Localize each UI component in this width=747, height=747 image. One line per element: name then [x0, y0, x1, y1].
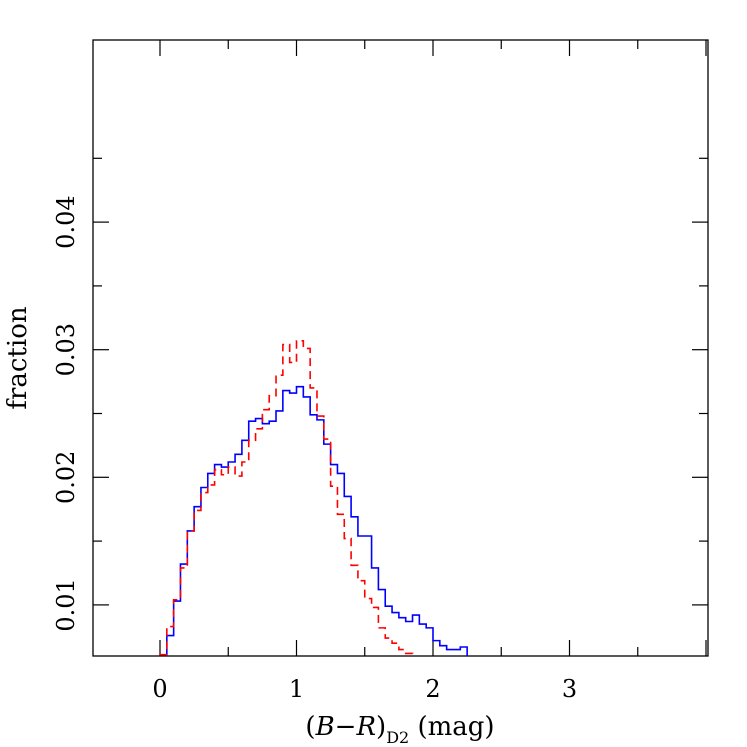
ticks-layer [93, 40, 708, 656]
histogram-dashed-series [159, 339, 414, 656]
x-axis-title-open: ( [305, 712, 315, 742]
y-axis-title: fraction [3, 306, 33, 410]
x-axis-title-close: ) [376, 712, 386, 742]
x-axis-title-subscript: D2 [386, 728, 409, 747]
x-axis-title: (B−R)D2 (mag) [305, 712, 494, 747]
x-tick-label: 0 [152, 675, 167, 703]
x-tick-label: 1 [289, 675, 304, 703]
histogram-solid-series [166, 385, 468, 656]
x-axis-title-units: (mag) [409, 712, 494, 742]
series-layer [159, 339, 468, 656]
y-tick-label: 0.03 [52, 323, 80, 376]
x-axis-title-main: B−R [315, 712, 376, 742]
y-tick-label: 0.02 [52, 451, 80, 504]
x-tick-label: 3 [562, 675, 577, 703]
tick-labels-layer: 0 1 2 3 0.01 0.02 0.03 0.04 [52, 195, 577, 703]
plot-frame [92, 39, 709, 657]
y-tick-label: 0.04 [52, 195, 80, 248]
y-tick-label: 0.01 [52, 578, 80, 631]
x-tick-label: 2 [425, 675, 440, 703]
